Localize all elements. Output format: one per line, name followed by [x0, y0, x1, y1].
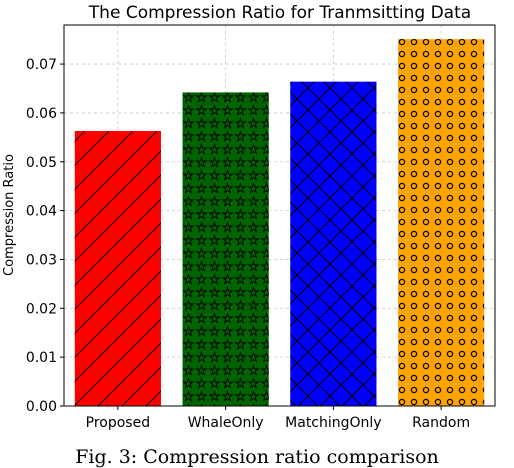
y-tick-label: 0.07 — [26, 57, 57, 73]
x-tick-label: Random — [412, 415, 470, 431]
x-axis: Proposed WhaleOnly MatchingOnly Random — [86, 406, 470, 431]
bar-matchingonly — [290, 81, 377, 407]
figure-caption: Fig. 3: Compression ratio comparison — [75, 446, 439, 468]
x-tick-label: MatchingOnly — [285, 415, 381, 431]
y-tick-label: 0.01 — [26, 350, 57, 366]
bar-whaleonly — [182, 92, 269, 407]
bar-hatch — [398, 39, 485, 407]
y-tick-label: 0.04 — [26, 204, 57, 220]
y-axis-label: Compression Ratio — [2, 154, 17, 276]
bars — [74, 39, 485, 407]
bar-hatch — [290, 81, 377, 407]
y-tick-label: 0.02 — [26, 301, 57, 317]
plot-frame — [63, 24, 496, 407]
bar-hatch — [74, 130, 161, 406]
x-tick-label: Proposed — [86, 415, 150, 431]
x-tick-label: WhaleOnly — [188, 415, 264, 431]
y-axis: 0.00 0.01 0.02 0.03 0.04 0.05 0.06 0.07 — [26, 57, 64, 415]
bar-random — [398, 39, 485, 407]
chart-title: The Compression Ratio for Tranmsitting D… — [88, 3, 471, 23]
bar-hatch — [182, 92, 269, 407]
y-tick-label: 0.00 — [26, 399, 57, 415]
y-tick-label: 0.03 — [26, 252, 57, 268]
y-tick-label: 0.06 — [26, 106, 57, 122]
bar-proposed — [74, 130, 161, 406]
y-tick-label: 0.05 — [26, 155, 57, 171]
